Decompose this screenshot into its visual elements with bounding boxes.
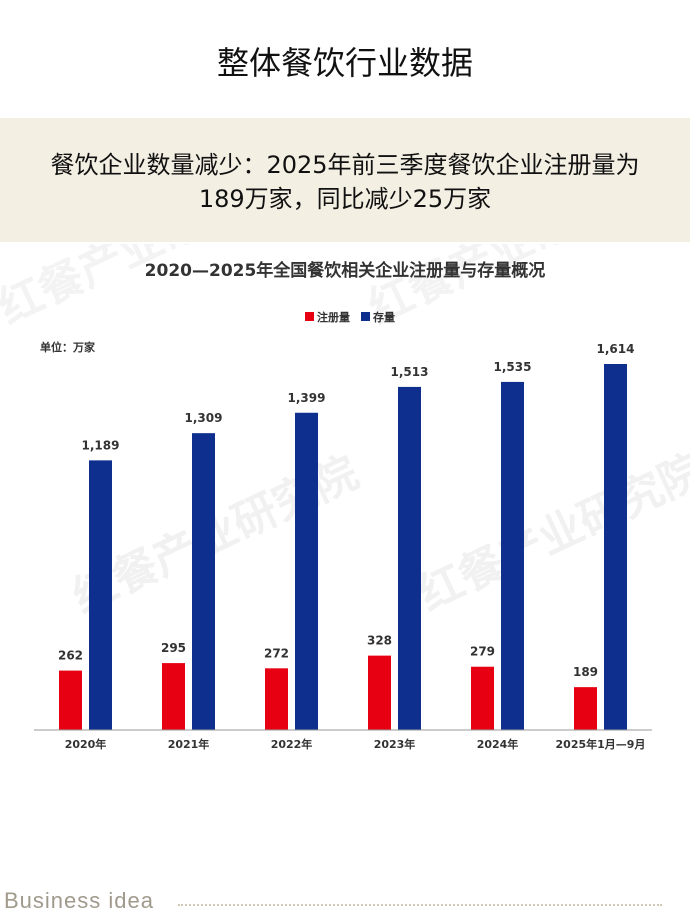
legend-label: 注册量 <box>317 310 350 324</box>
unit-label: 单位：万家 <box>40 340 96 354</box>
legend-label: 存量 <box>373 310 395 324</box>
bar-registrations <box>471 666 494 730</box>
bar-stock <box>398 386 421 730</box>
data-label: 1,535 <box>494 360 532 374</box>
x-tick-label: 2021年 <box>168 737 210 751</box>
x-tick-label: 2020年 <box>65 737 107 751</box>
bar-stock <box>192 433 215 730</box>
x-tick-label: 2024年 <box>477 737 519 751</box>
bars-layer: 262 1,189 295 1,309 272 1,399 328 1,513 279 1,535… <box>58 342 635 730</box>
bar-chart: 红餐产业研究院 红餐产业研究院 红餐产业研究院 红餐产业研究院 2020—202… <box>0 244 690 751</box>
footer-brand: Business idea <box>4 888 154 913</box>
chart-watermark: 红餐产业研究院 <box>0 244 292 334</box>
data-label: 1,399 <box>288 391 326 405</box>
data-label: 272 <box>264 646 289 660</box>
data-label: 1,614 <box>597 342 635 356</box>
summary-text: 餐饮企业数量减少：2025年前三季度餐饮企业注册量为 189万家，同比减少25万… <box>6 148 684 216</box>
bar-stock <box>295 412 318 730</box>
bar-registrations <box>162 663 185 730</box>
chart-watermark: 红餐产业研究院 <box>361 244 662 334</box>
summary-line-1: 餐饮企业数量减少：2025年前三季度餐饮企业注册量为 <box>50 151 640 179</box>
bar-registrations <box>265 668 288 730</box>
bar-registrations <box>368 655 391 730</box>
data-label: 1,189 <box>82 438 120 452</box>
bar-registrations <box>574 687 597 730</box>
page-title: 整体餐饮行业数据 <box>216 44 473 82</box>
data-label: 279 <box>470 645 495 659</box>
bar-stock <box>89 460 112 730</box>
legend-swatch <box>361 312 370 321</box>
legend: 注册量 存量 <box>305 310 395 324</box>
bar-stock <box>501 381 524 730</box>
chart-title: 2020—2025年全国餐饮相关企业注册量与存量概况 <box>145 260 546 281</box>
x-axis-labels: 2020年 2021年 2022年 2023年 2024年 2025年1月—9月 <box>65 737 646 751</box>
footer-divider <box>178 904 662 906</box>
data-label: 262 <box>58 649 83 663</box>
summary-line-2: 189万家，同比减少25万家 <box>198 185 492 213</box>
bar-stock <box>604 364 627 730</box>
x-tick-label: 2023年 <box>374 737 416 751</box>
data-label: 328 <box>367 634 392 648</box>
bar-registrations <box>59 670 82 730</box>
x-tick-label: 2025年1月—9月 <box>556 737 646 751</box>
data-label: 1,309 <box>185 411 223 425</box>
summary-band: 餐饮企业数量减少：2025年前三季度餐饮企业注册量为 189万家，同比减少25万… <box>0 118 690 242</box>
data-label: 1,513 <box>391 365 429 379</box>
x-tick-label: 2022年 <box>271 737 313 751</box>
chart-watermark: 红餐产业研究院 <box>411 445 690 621</box>
data-label: 189 <box>573 665 598 679</box>
legend-swatch <box>305 312 314 321</box>
data-label: 295 <box>161 641 186 655</box>
